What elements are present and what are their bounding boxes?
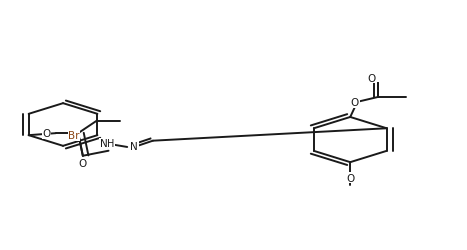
Text: O: O [42, 129, 50, 138]
Text: O: O [79, 159, 87, 168]
Text: O: O [367, 73, 375, 83]
Text: N: N [100, 139, 108, 148]
Text: O: O [346, 173, 354, 183]
Text: O: O [351, 98, 359, 108]
Text: H: H [107, 139, 114, 148]
Text: N: N [130, 141, 138, 151]
Text: Br: Br [68, 131, 80, 140]
